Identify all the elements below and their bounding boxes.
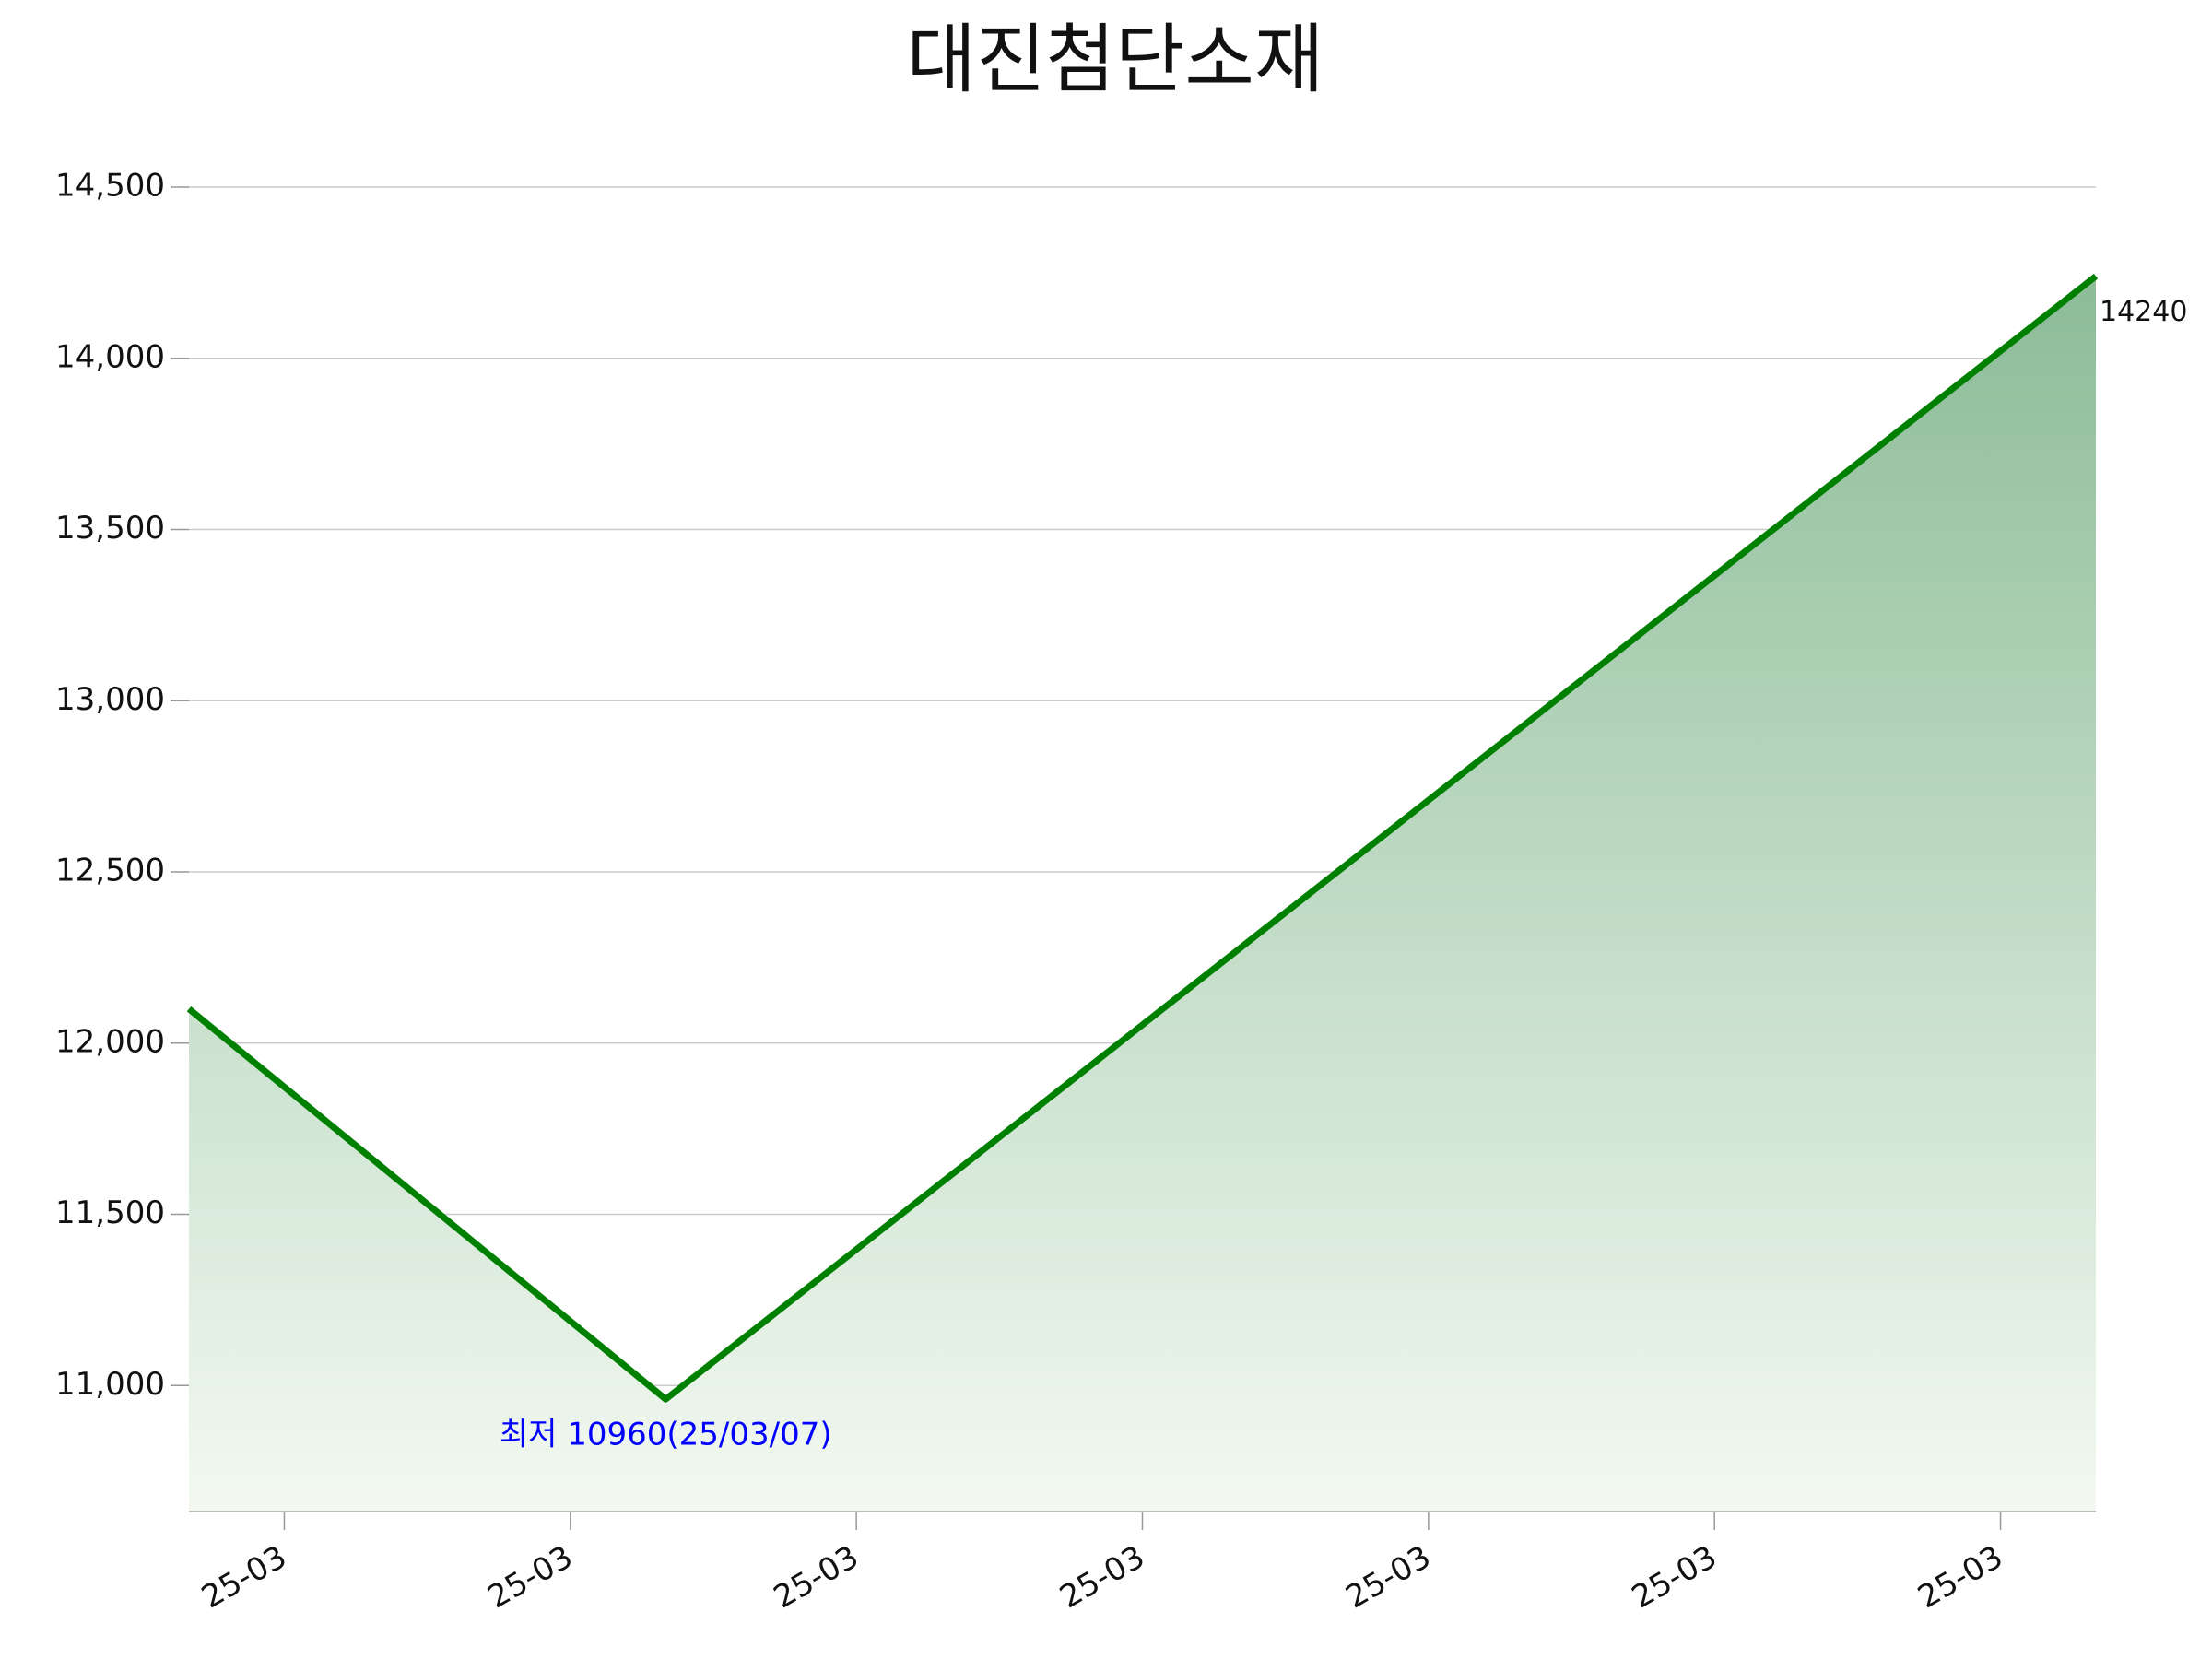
y-tick-label: 11,500 [55,1194,165,1231]
x-tick-label: 25-03 [481,1538,579,1616]
chart-title: 대진첨단소재 [907,16,1324,103]
y-tick-label: 12,000 [55,1023,165,1060]
x-tick-label: 25-03 [1912,1538,2009,1616]
y-tick-label: 14,500 [55,168,165,205]
price-line [186,273,2099,1403]
y-tick-label: 14,000 [55,338,165,375]
y-tick-label: 11,000 [55,1366,165,1403]
x-tick-label: 25-03 [1053,1538,1151,1616]
y-tick-label: 13,500 [55,510,165,547]
y-tick-label: 12,500 [55,853,165,889]
y-tick-label: 13,000 [55,681,165,718]
x-tick-label: 25-03 [1626,1538,1724,1616]
last-value-label: 14240 [2100,296,2187,328]
area-fill [189,276,2096,1512]
x-tick-label: 25-03 [195,1538,293,1616]
x-tick-label: 25-03 [768,1538,865,1616]
min-annotation: 최저 10960(25/03/07) [500,1417,832,1453]
x-tick-label: 25-03 [1340,1538,1438,1616]
